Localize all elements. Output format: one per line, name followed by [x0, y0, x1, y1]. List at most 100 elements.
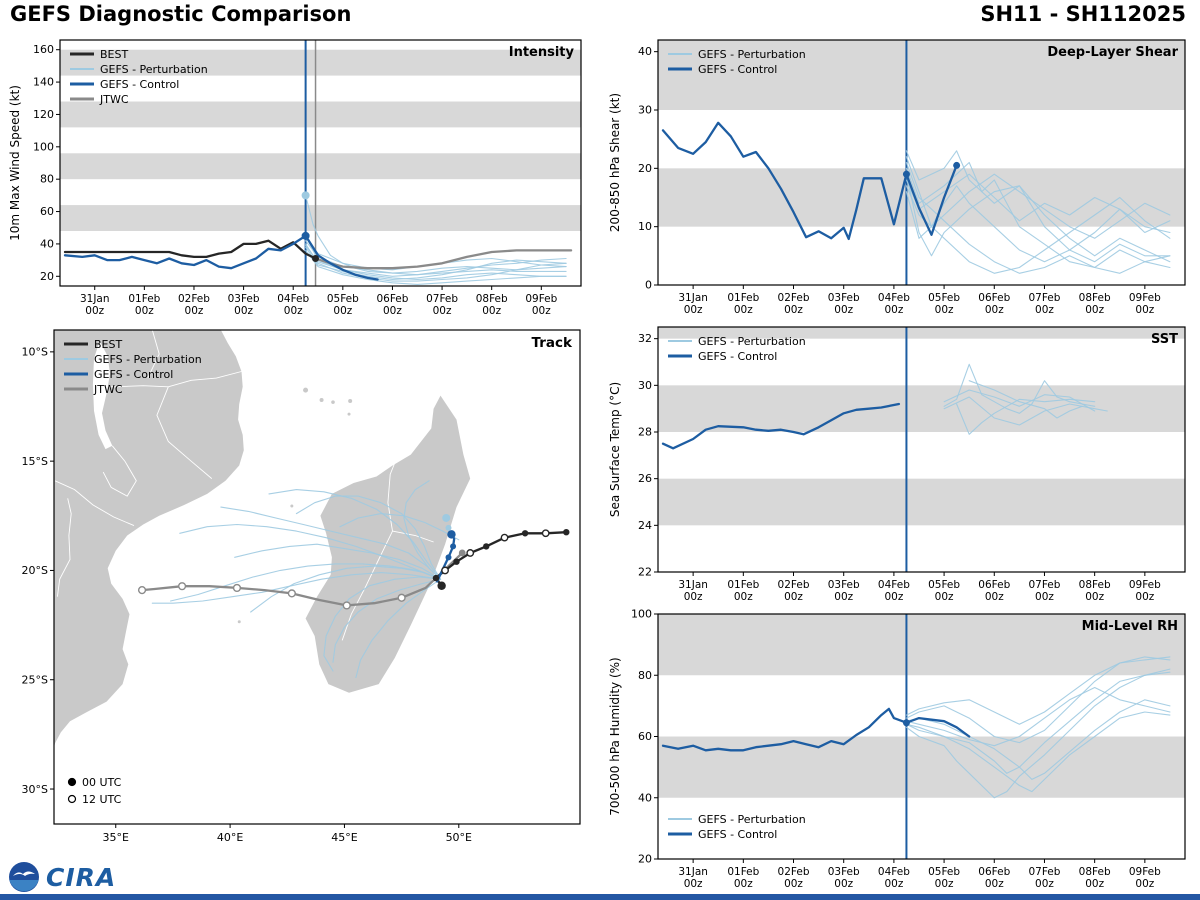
- svg-text:28: 28: [638, 426, 652, 439]
- svg-text:00z: 00z: [784, 591, 803, 603]
- svg-text:GEFS - Control: GEFS - Control: [100, 78, 179, 91]
- svg-text:10m Max Wind Speed (kt): 10m Max Wind Speed (kt): [8, 85, 22, 241]
- svg-text:00z: 00z: [834, 304, 853, 316]
- svg-text:00z: 00z: [684, 591, 703, 603]
- svg-text:04Feb: 04Feb: [878, 866, 910, 878]
- svg-text:GEFS - Control: GEFS - Control: [94, 368, 173, 381]
- svg-text:04Feb: 04Feb: [878, 579, 910, 591]
- svg-text:00z: 00z: [135, 305, 154, 317]
- svg-text:26: 26: [638, 472, 652, 485]
- svg-text:100: 100: [33, 140, 54, 153]
- svg-text:10: 10: [638, 220, 652, 233]
- svg-text:00z: 00z: [185, 305, 204, 317]
- svg-text:04Feb: 04Feb: [878, 292, 910, 304]
- svg-text:09Feb: 09Feb: [525, 293, 557, 305]
- svg-text:06Feb: 06Feb: [978, 292, 1010, 304]
- svg-text:30: 30: [638, 104, 652, 117]
- svg-text:01Feb: 01Feb: [128, 293, 160, 305]
- sst-panel: 22 24 26 28 30 32 31Jan 00z 01Feb 00z 02Feb 00z 03Fe…: [606, 321, 1194, 612]
- intensity-panel: 20 40 60 80 100 120 140 160 31Jan 00z 01Feb 00z 02Fe…: [6, 34, 590, 326]
- svg-text:Track: Track: [532, 335, 573, 351]
- svg-text:02Feb: 02Feb: [178, 293, 210, 305]
- svg-text:00z: 00z: [482, 305, 501, 317]
- rh-chart: 2040608010031Jan00z01Feb00z02Feb00z03Feb…: [608, 608, 1186, 890]
- svg-text:00z: 00z: [532, 305, 551, 317]
- svg-text:00z: 00z: [884, 878, 903, 890]
- svg-text:31Jan: 31Jan: [678, 866, 708, 878]
- svg-text:50°E: 50°E: [446, 831, 472, 844]
- svg-text:01Feb: 01Feb: [727, 579, 759, 591]
- svg-text:08Feb: 08Feb: [1079, 292, 1111, 304]
- svg-text:06Feb: 06Feb: [376, 293, 408, 305]
- svg-text:200-850 hPa Shear (kt): 200-850 hPa Shear (kt): [608, 93, 622, 232]
- svg-text:02Feb: 02Feb: [778, 579, 810, 591]
- svg-text:BEST: BEST: [94, 338, 122, 351]
- svg-text:02Feb: 02Feb: [778, 866, 810, 878]
- svg-text:05Feb: 05Feb: [928, 292, 960, 304]
- svg-text:20: 20: [638, 853, 652, 866]
- svg-text:03Feb: 03Feb: [828, 292, 860, 304]
- svg-text:03Feb: 03Feb: [828, 866, 860, 878]
- footer-bar: [0, 894, 1200, 900]
- svg-text:00z: 00z: [935, 878, 954, 890]
- svg-text:GEFS - Control: GEFS - Control: [698, 63, 777, 76]
- svg-text:08Feb: 08Feb: [476, 293, 508, 305]
- storm-id: SH11 - SH112025: [980, 2, 1186, 26]
- svg-text:20: 20: [638, 162, 652, 175]
- svg-text:Sea Surface Temp (°C): Sea Surface Temp (°C): [608, 382, 622, 517]
- svg-text:12 UTC: 12 UTC: [82, 793, 122, 806]
- svg-text:00z: 00z: [684, 878, 703, 890]
- svg-text:40: 40: [638, 791, 652, 804]
- svg-text:00z: 00z: [734, 304, 753, 316]
- svg-text:05Feb: 05Feb: [928, 579, 960, 591]
- svg-text:Intensity: Intensity: [509, 45, 575, 60]
- svg-text:00z: 00z: [284, 305, 303, 317]
- svg-text:09Feb: 09Feb: [1129, 579, 1161, 591]
- svg-text:160: 160: [33, 43, 54, 56]
- sst-chart: 22242628303231Jan00z01Feb00z02Feb00z03Fe…: [608, 326, 1186, 603]
- svg-text:00z: 00z: [834, 591, 853, 603]
- footer-logos: CIRA: [8, 860, 116, 894]
- svg-text:100: 100: [631, 608, 652, 621]
- track-panel: 35°E 40°E 45°E 50°E 10°S 15°S 20°S 25°S 30°S BEST…: [6, 324, 590, 862]
- svg-text:25°S: 25°S: [22, 674, 48, 687]
- svg-text:03Feb: 03Feb: [228, 293, 260, 305]
- shear-panel: 0 10 20 30 40 31Jan 00z 01Feb 00z 02Feb 00z 03Feb 00…: [606, 34, 1194, 325]
- svg-text:80: 80: [638, 669, 652, 682]
- svg-text:Deep-Layer Shear: Deep-Layer Shear: [1047, 45, 1178, 60]
- rh-panel: 20 40 60 80 100 31Jan 00z 01Feb 00z 02Feb 00z 03Feb…: [606, 608, 1194, 899]
- svg-text:40: 40: [638, 45, 652, 58]
- svg-text:15°S: 15°S: [22, 455, 48, 468]
- svg-text:GEFS - Perturbation: GEFS - Perturbation: [698, 813, 806, 826]
- svg-text:24: 24: [638, 519, 652, 532]
- svg-text:SST: SST: [1151, 332, 1178, 347]
- svg-text:00 UTC: 00 UTC: [82, 776, 122, 789]
- svg-text:00z: 00z: [234, 305, 253, 317]
- svg-text:35°E: 35°E: [103, 831, 129, 844]
- svg-text:00z: 00z: [1085, 591, 1104, 603]
- svg-text:40°E: 40°E: [217, 831, 243, 844]
- svg-text:31Jan: 31Jan: [678, 579, 708, 591]
- svg-text:07Feb: 07Feb: [1028, 866, 1060, 878]
- svg-text:00z: 00z: [433, 305, 452, 317]
- svg-text:00z: 00z: [784, 304, 803, 316]
- svg-text:00z: 00z: [1135, 304, 1154, 316]
- svg-text:01Feb: 01Feb: [727, 866, 759, 878]
- svg-text:30: 30: [638, 379, 652, 392]
- svg-text:00z: 00z: [1085, 878, 1104, 890]
- shear-chart: 01020304031Jan00z01Feb00z02Feb00z03Feb00…: [608, 39, 1186, 316]
- svg-text:04Feb: 04Feb: [277, 293, 309, 305]
- svg-text:08Feb: 08Feb: [1079, 579, 1111, 591]
- svg-text:00z: 00z: [1035, 304, 1054, 316]
- svg-text:05Feb: 05Feb: [327, 293, 359, 305]
- svg-text:07Feb: 07Feb: [1028, 579, 1060, 591]
- svg-text:07Feb: 07Feb: [1028, 292, 1060, 304]
- svg-text:00z: 00z: [1135, 878, 1154, 890]
- svg-text:31Jan: 31Jan: [80, 293, 110, 305]
- svg-text:700-500 hPa Humidity (%): 700-500 hPa Humidity (%): [608, 657, 622, 815]
- svg-text:GEFS - Perturbation: GEFS - Perturbation: [698, 335, 806, 348]
- svg-text:06Feb: 06Feb: [978, 866, 1010, 878]
- svg-text:22: 22: [638, 566, 652, 579]
- svg-text:00z: 00z: [985, 591, 1004, 603]
